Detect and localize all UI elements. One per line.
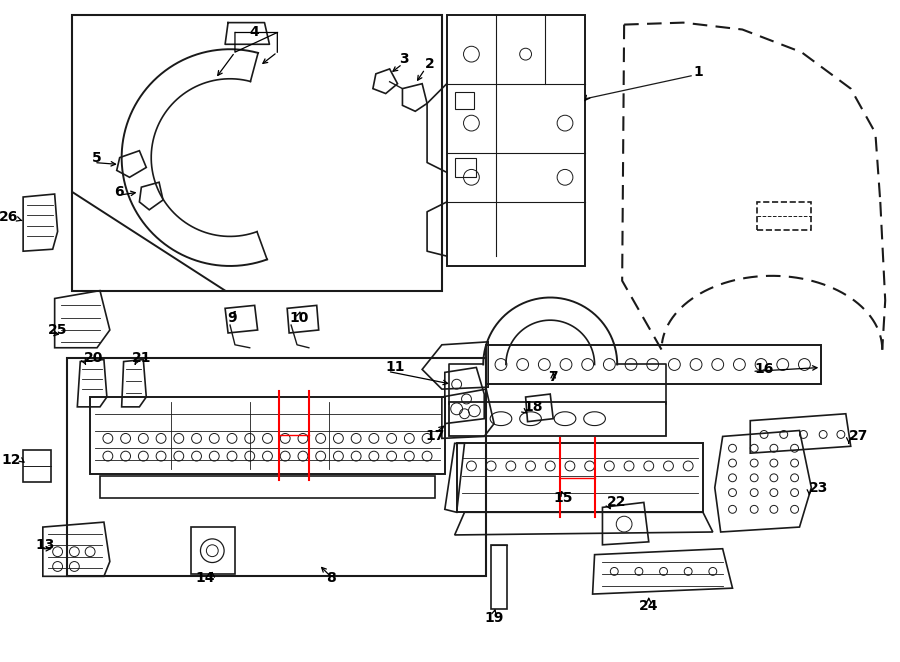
Bar: [491, 545, 507, 609]
Text: 20: 20: [85, 351, 104, 365]
Text: 7: 7: [548, 370, 558, 385]
Text: 18: 18: [524, 400, 543, 414]
Text: 9: 9: [227, 311, 237, 325]
Text: 22: 22: [607, 495, 625, 510]
Text: 6: 6: [113, 185, 123, 199]
Bar: [449, 402, 667, 436]
Text: 26: 26: [0, 210, 18, 224]
Bar: [90, 397, 445, 474]
Text: 16: 16: [754, 362, 774, 377]
Bar: [456, 444, 703, 512]
Text: 5: 5: [92, 150, 102, 165]
Text: 19: 19: [484, 611, 504, 625]
Text: 12: 12: [2, 453, 22, 467]
Text: 10: 10: [289, 311, 309, 325]
Text: 27: 27: [849, 430, 868, 444]
Text: 23: 23: [809, 481, 829, 495]
Text: 21: 21: [131, 351, 151, 365]
Bar: [100, 476, 435, 498]
Bar: [446, 15, 585, 266]
Text: 17: 17: [426, 430, 445, 444]
Bar: [757, 202, 811, 230]
Bar: [454, 158, 476, 177]
Text: 11: 11: [386, 360, 405, 375]
Text: 4: 4: [250, 25, 259, 40]
Text: 1: 1: [693, 65, 703, 79]
Bar: [23, 450, 50, 482]
Text: 24: 24: [639, 599, 659, 613]
Text: 3: 3: [400, 52, 410, 66]
Bar: [191, 527, 235, 575]
Bar: [486, 345, 821, 384]
Bar: [454, 91, 474, 109]
Text: 2: 2: [425, 57, 435, 71]
Text: 8: 8: [326, 571, 336, 585]
Text: 13: 13: [35, 538, 54, 552]
Text: 15: 15: [554, 491, 572, 504]
Text: 14: 14: [195, 571, 215, 585]
Bar: [68, 357, 486, 577]
Text: 25: 25: [48, 323, 68, 337]
